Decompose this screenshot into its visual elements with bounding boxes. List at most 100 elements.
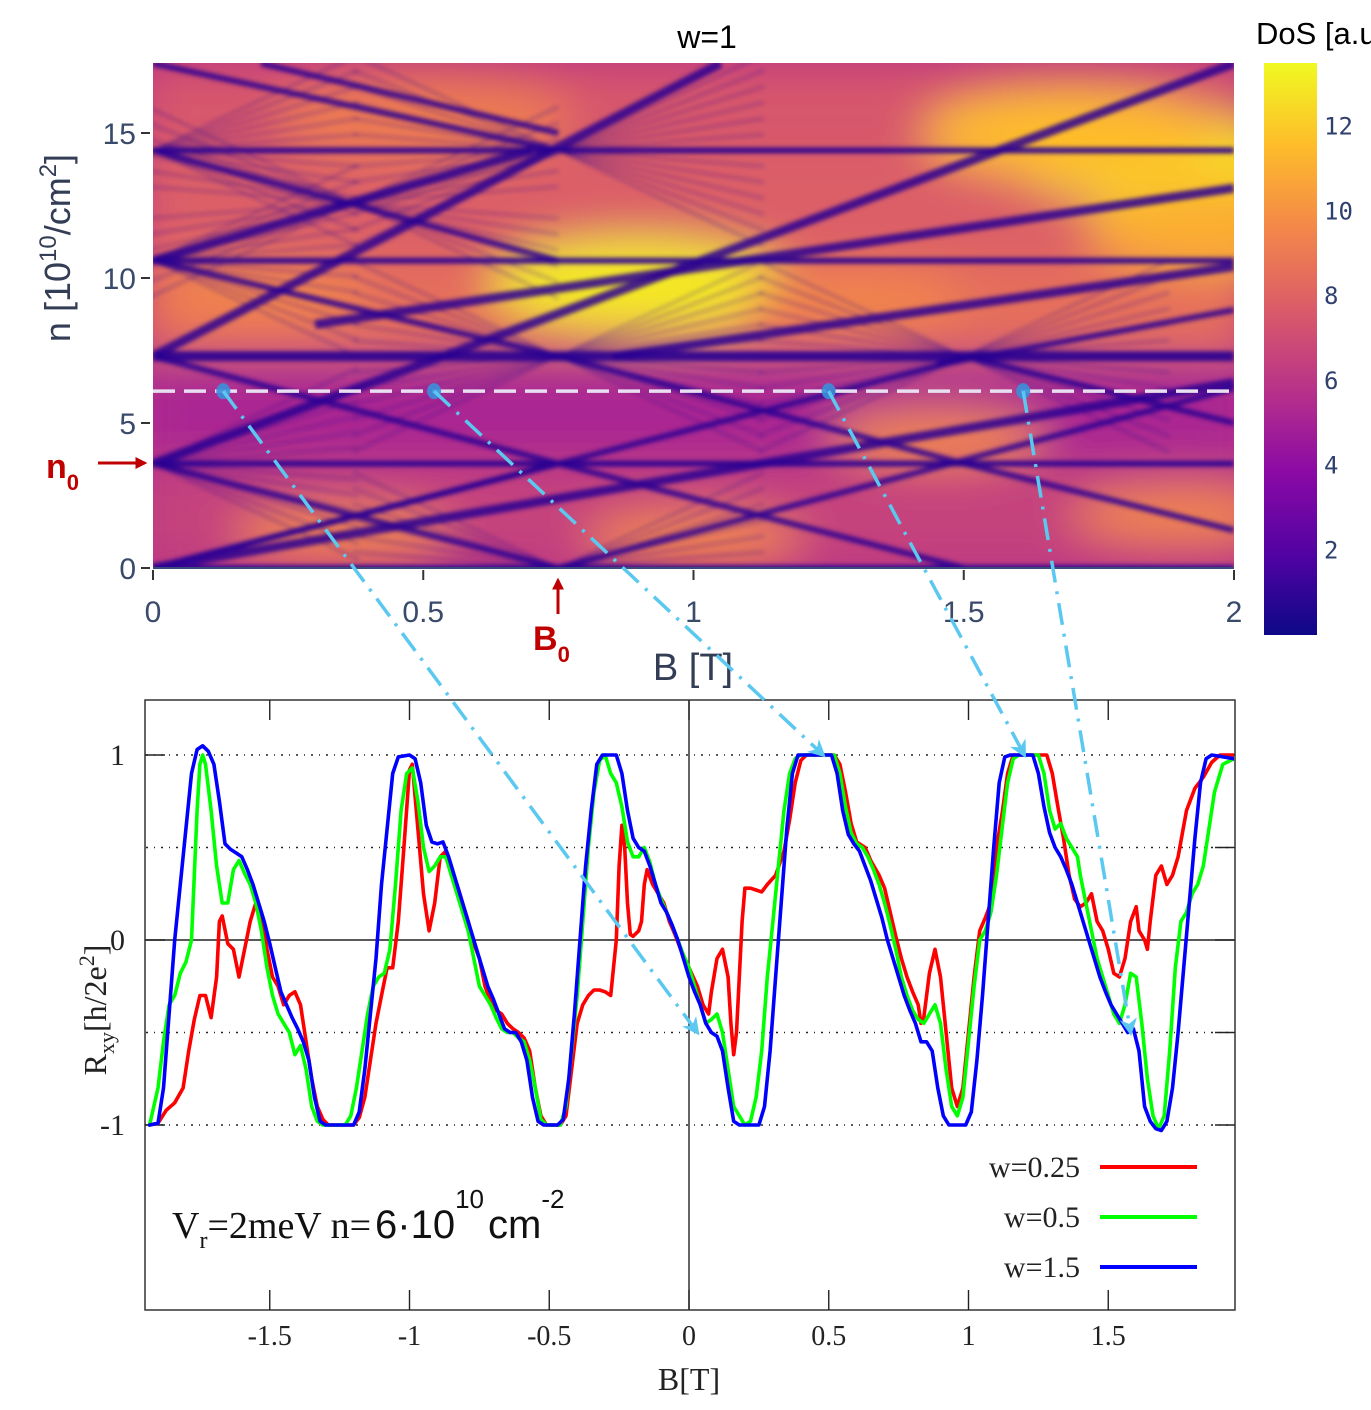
landau-fan-ray [558, 149, 765, 216]
b0-annotation: B0 [533, 577, 570, 667]
colorbar-tick-label: 4 [1324, 452, 1338, 480]
landau-line [153, 353, 560, 467]
landau-fan-ray [153, 201, 354, 251]
landau-fan-ray [153, 201, 354, 235]
landau-fan-ray [758, 355, 964, 374]
n0-label: n0 [46, 448, 79, 495]
landau-fan-ray [352, 201, 559, 252]
landau-fan-ray [352, 117, 559, 152]
landau-fan-ray [153, 446, 359, 465]
heatmap-title: w=1 [676, 19, 737, 55]
landau-fan-ray [352, 355, 559, 453]
landau-fan-ray [558, 69, 765, 152]
landau-fan-ray [558, 149, 764, 168]
b0-sub: 0 [558, 642, 570, 667]
landau-fan-ray [558, 149, 764, 184]
landau-fan-ray [558, 133, 764, 152]
landau-fan-ray [352, 201, 559, 268]
landau-fan-ray [558, 355, 764, 374]
landau-fan-ray [153, 149, 359, 200]
annot-value-sup: 10 [455, 1184, 484, 1214]
landau-line [153, 147, 560, 264]
landau-fan-ray [153, 149, 359, 248]
landau-fan-ray [352, 101, 559, 152]
landau-fan-ray [963, 275, 1170, 358]
landau-fan-ray [352, 355, 559, 437]
landau-fan-ray [963, 307, 1170, 358]
landau-fan-ray [153, 201, 354, 297]
rxy-x-tick-label: 1 [962, 1321, 976, 1352]
landau-fan-ray [558, 355, 765, 422]
landau-fan-ray [557, 149, 765, 248]
landau-fan-ray [153, 259, 154, 261]
landau-fan-ray [757, 355, 965, 453]
rxy-ylabel-end: ] [77, 945, 113, 956]
landau-fan-ray [963, 355, 1170, 453]
landau-fan-ray [557, 355, 765, 453]
landau-fan-ray [153, 108, 354, 204]
landau-fan-ray [352, 355, 559, 406]
colorbar-label: DoS [a.u] [1256, 16, 1371, 51]
rxy-y-axis-label: Rxy[h/2e2] [74, 945, 119, 1076]
landau-fan-ray [153, 139, 354, 204]
landau-fan-ray [558, 567, 572, 568]
landau-fan-ray [758, 339, 964, 358]
heatmap-axes: 0 0.5 1 1.5 2 0 5 10 15 [103, 118, 1243, 629]
colorbar-tick-label: 12 [1324, 113, 1353, 141]
landau-fan-ray [352, 153, 559, 204]
landau-fan-ray [153, 462, 359, 513]
annot-v: V [172, 1205, 200, 1247]
landau-fan-ray [153, 398, 359, 465]
landau-fan-ray [352, 355, 559, 374]
heatmap-x-tick-label: 0.5 [402, 596, 444, 629]
landau-fan-ray [352, 201, 559, 284]
landau-fan-ray [153, 69, 359, 152]
landau-line [557, 353, 965, 467]
landau-fan-ray [153, 123, 354, 204]
landau-fan-ray [558, 355, 764, 390]
landau-fan-ray [153, 101, 359, 152]
landau-fan-ray [963, 355, 1170, 406]
rxy-x-tick-label: 0.5 [811, 1321, 846, 1352]
rxy-plot: -1.5 -1 -0.5 0 0.5 1 1.510-1 w=0.25w=0.5w=1.5 … [74, 699, 1236, 1397]
n0-text: n [46, 448, 67, 486]
colorbar-tick-label: 2 [1324, 536, 1338, 564]
landau-fan-ray [153, 462, 154, 464]
landau-fan-ray [352, 339, 559, 358]
landau-fan-ray [558, 355, 764, 406]
landau-fan-ray [352, 149, 559, 248]
landau-fan-ray [352, 275, 559, 358]
landau-fan-ray [153, 462, 359, 529]
heatmap-y-tick-label: 5 [119, 408, 136, 441]
landau-fan-ray [558, 567, 563, 568]
rxy-x-tick-label: -0.5 [527, 1321, 571, 1352]
n0-sub: 0 [67, 470, 79, 495]
landau-fan-ray [352, 355, 559, 422]
rxy-y-tick-label: -1 [100, 1109, 125, 1142]
heatmap-x-tick-label: 2 [1226, 596, 1243, 629]
landau-fan-ray [558, 567, 562, 568]
landau-fan-ray [153, 149, 359, 168]
ylabel-mid: /cm [37, 177, 78, 235]
landau-line [153, 460, 560, 568]
legend-label: w=0.5 [1004, 1201, 1080, 1234]
annot-v-sub: r [199, 1228, 207, 1254]
landau-fan-ray [757, 259, 965, 358]
landau-fan-ray [758, 355, 964, 406]
landau-fan-ray [757, 355, 965, 437]
heatmap-x-ticks: 0 0.5 1 1.5 2 [145, 570, 1243, 629]
landau-fan-ray [558, 149, 765, 232]
landau-fan-ray [352, 519, 559, 568]
landau-fan-ray [153, 201, 354, 282]
landau-fan-ray [352, 307, 559, 358]
landau-fan-ray [153, 462, 359, 545]
landau-fan-ray [352, 291, 559, 358]
landau-fan-ray [963, 259, 1170, 358]
landau-fan-ray [153, 259, 359, 342]
landau-fan-ray [963, 291, 1170, 358]
landau-fan-ray [557, 471, 765, 568]
landau-fan-ray [757, 275, 965, 358]
landau-fan-ray [758, 355, 965, 422]
b0-label: B0 [533, 620, 570, 667]
